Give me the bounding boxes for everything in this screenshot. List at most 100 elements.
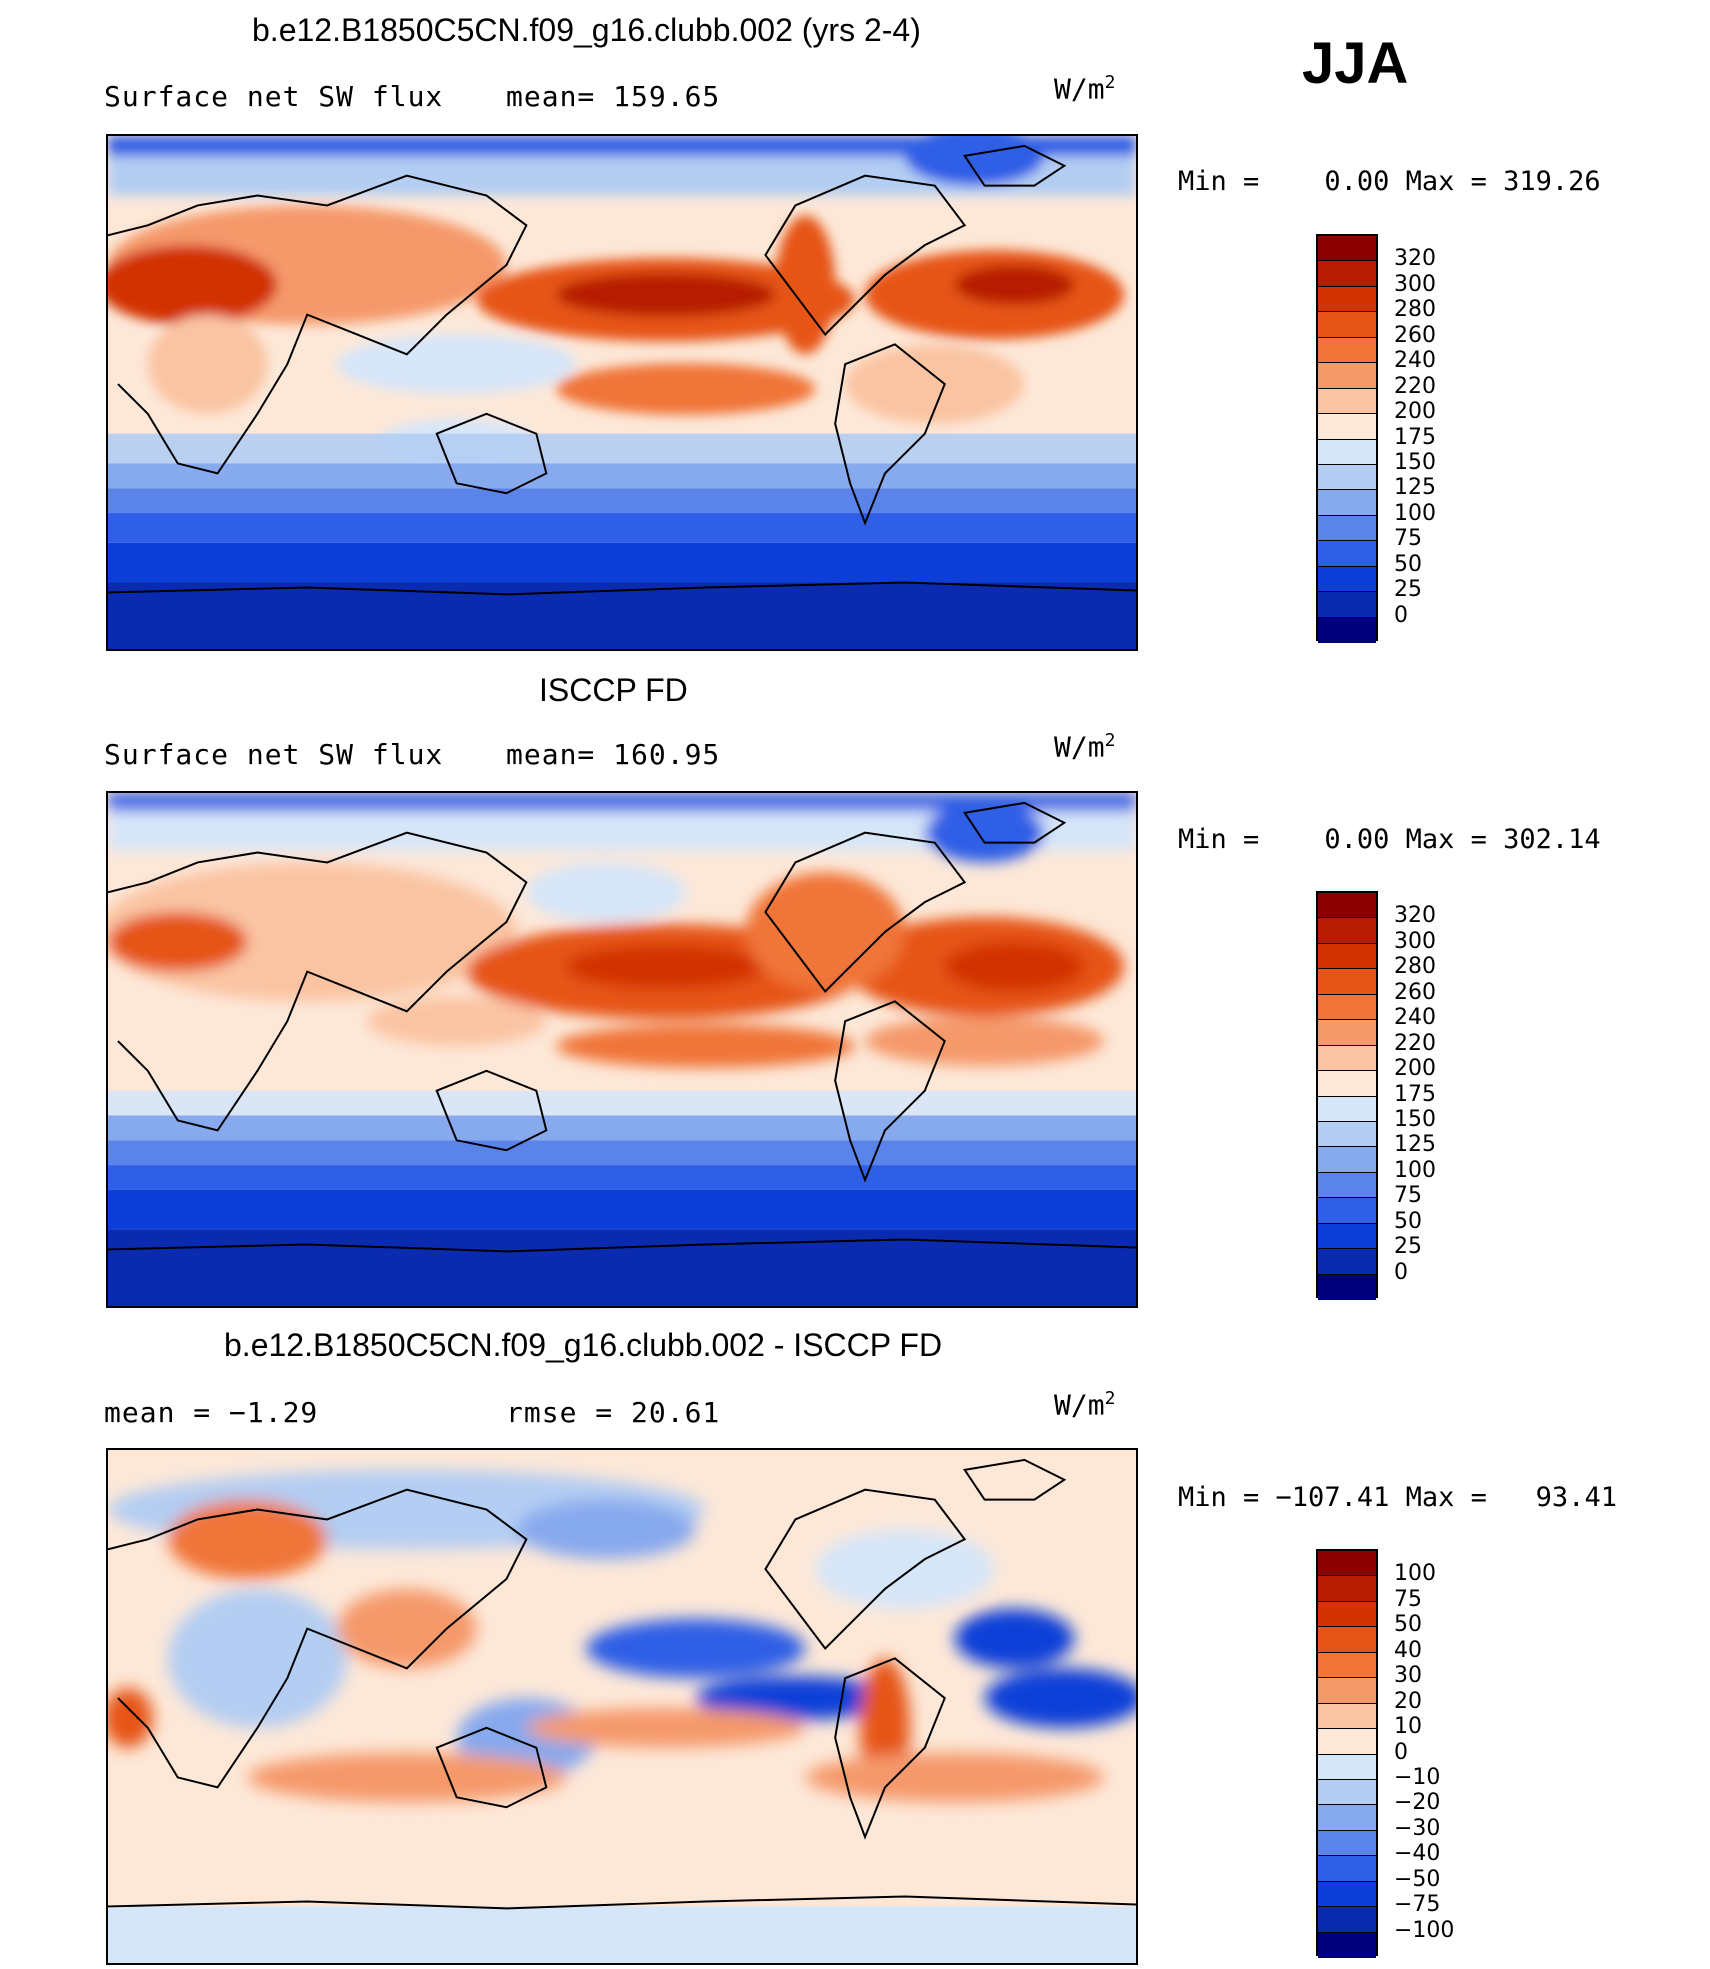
colorbar-level-label: 25 [1394, 1234, 1422, 1260]
colorbar-level-label: 240 [1394, 348, 1436, 374]
panel1-minmax: Min = 0.00 Max = 319.26 [1178, 166, 1601, 197]
colorbar-segment [1318, 1198, 1376, 1224]
panel3-map-svg [108, 1450, 1136, 1963]
colorbar-level-label: 300 [1394, 271, 1436, 297]
colorbar-level-label: 300 [1394, 928, 1436, 954]
colorbar-level-label: 25 [1394, 577, 1422, 603]
colorbar-level-label: 175 [1394, 424, 1436, 450]
colorbar-segment [1318, 1830, 1376, 1857]
colorbar-level-label: −40 [1394, 1841, 1441, 1867]
panel2-title: ISCCP FD [539, 672, 688, 708]
colorbar-segment [1318, 1551, 1376, 1577]
colorbar-segment [1318, 1627, 1376, 1653]
colorbar-segment [1318, 566, 1376, 593]
colorbar-level-label: 280 [1394, 297, 1436, 323]
colorbar-segment [1318, 893, 1376, 919]
colorbar-level-label: 320 [1394, 246, 1436, 272]
colorbar-segment [1318, 1249, 1376, 1275]
colorbar-level-label: 30 [1394, 1663, 1422, 1689]
panel3-colorbar [1316, 1549, 1378, 1958]
colorbar-segment [1318, 1907, 1376, 1933]
panel2-colorbar [1316, 891, 1378, 1300]
colorbar-level-label: 0 [1394, 1739, 1408, 1765]
colorbar-level-label: 75 [1394, 526, 1422, 552]
colorbar-segment [1318, 261, 1376, 287]
colorbar-level-label: 75 [1394, 1183, 1422, 1209]
colorbar-level-label: −30 [1394, 1815, 1441, 1841]
colorbar-level-label: 125 [1394, 1132, 1436, 1158]
colorbar-level-label: 260 [1394, 979, 1436, 1005]
colorbar-level-label: −10 [1394, 1764, 1441, 1790]
colorbar-segment [1318, 943, 1376, 970]
colorbar-segment [1318, 337, 1376, 364]
panel3-title: b.e12.B1850C5CN.f09_g16.clubb.002 - ISCC… [224, 1327, 943, 1363]
colorbar-level-label: 125 [1394, 475, 1436, 501]
colorbar-segment [1318, 464, 1376, 491]
colorbar-level-label: 10 [1394, 1714, 1422, 1740]
colorbar-level-label: 200 [1394, 399, 1436, 425]
panel2-minmax: Min = 0.00 Max = 302.14 [1178, 824, 1601, 855]
colorbar-level-label: 200 [1394, 1056, 1436, 1082]
season-label: JJA [1302, 31, 1409, 96]
colorbar-level-label: 320 [1394, 903, 1436, 929]
panel1-units: W/m2 [1054, 72, 1116, 106]
colorbar-segment [1318, 1779, 1376, 1806]
panel1-map-svg [108, 136, 1136, 649]
colorbar-segment [1318, 490, 1376, 516]
colorbar-level-label: 0 [1394, 1259, 1408, 1285]
panel3-units: W/m2 [1054, 1388, 1116, 1422]
panel2-map-svg [108, 793, 1136, 1306]
colorbar-level-label: 240 [1394, 1005, 1436, 1031]
colorbar-segment [1318, 388, 1376, 415]
colorbar-level-label: 20 [1394, 1688, 1422, 1714]
colorbar-segment [1318, 1274, 1376, 1300]
colorbar-level-label: 150 [1394, 1106, 1436, 1132]
colorbar-segment [1318, 414, 1376, 440]
colorbar-level-label: 260 [1394, 322, 1436, 348]
colorbar-segment [1318, 1754, 1376, 1780]
colorbar-segment [1318, 1932, 1376, 1958]
colorbar-segment [1318, 312, 1376, 338]
colorbar-segment [1318, 1147, 1376, 1173]
colorbar-segment [1318, 236, 1376, 262]
colorbar-level-label: 280 [1394, 954, 1436, 980]
colorbar-segment [1318, 286, 1376, 313]
colorbar-segment [1318, 1601, 1376, 1628]
colorbar-segment [1318, 1703, 1376, 1730]
colorbar-segment [1318, 592, 1376, 618]
colorbar-segment [1318, 1652, 1376, 1679]
panel3-map [106, 1448, 1138, 1965]
panel2-mean-label: mean= 160.95 [506, 738, 721, 771]
colorbar-level-label: 100 [1394, 1157, 1436, 1183]
panel1-title: b.e12.B1850C5CN.f09_g16.clubb.002 (yrs 2… [252, 12, 921, 48]
colorbar-segment [1318, 1729, 1376, 1755]
colorbar-segment [1318, 1223, 1376, 1250]
colorbar-segment [1318, 994, 1376, 1021]
panel3-minmax: Min = −107.41 Max = 93.41 [1178, 1482, 1617, 1513]
colorbar-level-label: 150 [1394, 449, 1436, 475]
colorbar-segment [1318, 439, 1376, 465]
colorbar-level-label: −100 [1394, 1917, 1455, 1943]
colorbar-level-label: −50 [1394, 1866, 1441, 1892]
colorbar-level-label: 220 [1394, 373, 1436, 399]
panel3-rmse-label: rmse = 20.61 [506, 1396, 721, 1429]
colorbar-segment [1318, 1071, 1376, 1097]
colorbar-level-label: 220 [1394, 1030, 1436, 1056]
colorbar-segment [1318, 1020, 1376, 1046]
colorbar-level-label: 50 [1394, 1208, 1422, 1234]
panel1-colorbar [1316, 234, 1378, 643]
panel2-map [106, 791, 1138, 1308]
panel1-mean-label: mean= 159.65 [506, 80, 721, 113]
colorbar-segment [1318, 1856, 1376, 1882]
panel2-variable-label: Surface net SW flux [104, 738, 444, 771]
colorbar-segment [1318, 541, 1376, 567]
colorbar-level-label: −20 [1394, 1790, 1441, 1816]
colorbar-level-label: 100 [1394, 500, 1436, 526]
colorbar-level-label: 50 [1394, 1612, 1422, 1638]
colorbar-segment [1318, 515, 1376, 542]
panel1-map [106, 134, 1138, 651]
colorbar-level-label: 75 [1394, 1586, 1422, 1612]
colorbar-segment [1318, 969, 1376, 995]
colorbar-level-label: 50 [1394, 551, 1422, 577]
panel3-mean-label: mean = −1.29 [104, 1396, 319, 1429]
